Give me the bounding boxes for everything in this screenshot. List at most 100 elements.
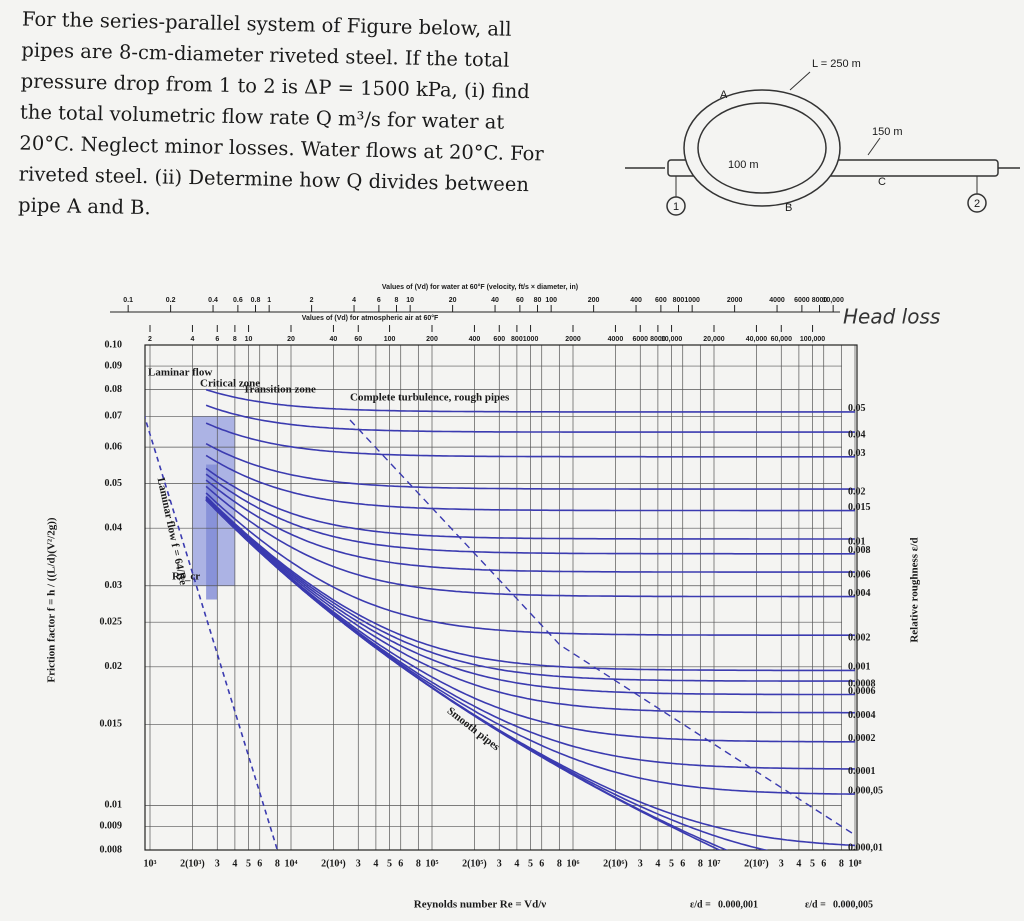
- y-tick-label: 0.03: [105, 580, 123, 591]
- x-tick-label: 2(10⁵): [462, 858, 487, 869]
- roughness-curve: [205, 442, 855, 490]
- water-scale-label: 100: [545, 297, 557, 304]
- roughness-curve: [205, 499, 722, 850]
- roughness-label: 0.000,001: [718, 899, 758, 910]
- water-scale-label: 200: [588, 297, 600, 304]
- diagram-label: 100 m: [728, 159, 759, 171]
- water-scale-label: 0.8: [251, 297, 261, 304]
- diagram-label: 1: [673, 201, 679, 213]
- roughness-label: 0.000,005: [833, 899, 873, 910]
- roughness-label: 0.03: [848, 448, 866, 459]
- x-tick-label: 8: [557, 858, 562, 869]
- x-tick-label: 2(10³): [180, 858, 205, 869]
- y-tick-label: 0.07: [105, 411, 123, 422]
- x-tick-label: 4: [655, 858, 660, 869]
- x-tick-label: 10⁴: [285, 858, 298, 869]
- x-tick-label: 8: [416, 858, 421, 869]
- air-scale-label: 200: [426, 336, 438, 343]
- leader: [789, 71, 811, 91]
- x-axis-label: Reynolds number Re = Vd/ν: [414, 899, 546, 911]
- x-tick-label: 10⁸: [849, 858, 862, 869]
- roughness-symbol: ε/d =: [805, 899, 826, 910]
- water-scale-label: 8: [395, 297, 399, 304]
- x-tick-label: 3: [779, 858, 784, 869]
- x-tick-label: 5: [669, 858, 674, 869]
- water-scale-label: 2: [310, 297, 314, 304]
- x-tick-label: 10⁷: [708, 858, 721, 869]
- water-scale-label: 20: [449, 297, 457, 304]
- x-tick-label: 6: [539, 858, 544, 869]
- x-tick-label: 6: [680, 858, 685, 869]
- roughness-curve: [205, 454, 855, 512]
- roughness-label: 0.01: [848, 536, 866, 547]
- handwritten-note: Head loss: [843, 305, 940, 329]
- water-scale-label: 0.1: [123, 297, 133, 304]
- x-tick-label: 6: [398, 858, 403, 869]
- air-scale-label: 400: [469, 336, 481, 343]
- diagram-label: L = 250 m: [812, 58, 861, 70]
- roughness-label: 0.001: [848, 662, 871, 673]
- air-scale-label: 8: [233, 336, 237, 343]
- water-scale-label: 600: [655, 297, 667, 304]
- x-tick-label: 10³: [144, 858, 157, 869]
- x-tick-label: 3: [638, 858, 643, 869]
- roughness-label: 0.0002: [848, 733, 876, 744]
- diagram-label: 2: [974, 198, 980, 210]
- loop-inner: [697, 102, 827, 194]
- plot-frame: [144, 344, 858, 851]
- air-scale-label: 10: [245, 336, 253, 343]
- zone-label: Critical zone: [200, 378, 260, 390]
- roughness-curve: [205, 498, 855, 743]
- x-tick-label: 10⁶: [567, 858, 580, 869]
- roughness-label: 0.006: [848, 569, 871, 580]
- recr-label: Re_cr: [172, 571, 200, 583]
- air-scale-label: 100,000: [800, 336, 825, 343]
- roughness-curve: [205, 467, 855, 540]
- diagram-label: B: [785, 202, 792, 214]
- water-scale-label: 400: [630, 297, 642, 304]
- water-scale-label: 0.6: [233, 297, 243, 304]
- x-tick-label: 4: [232, 858, 237, 869]
- roughness-curve: [205, 492, 855, 636]
- x-tick-label: 2(10⁶): [603, 858, 628, 869]
- roughness-label: 0.0004: [848, 710, 876, 721]
- water-scale-label: 4000: [769, 297, 785, 304]
- y-tick-label: 0.009: [100, 821, 123, 832]
- roughness-curve: [205, 473, 855, 555]
- water-scale-label: 8000: [812, 297, 828, 304]
- water-scale-label: 60: [516, 297, 524, 304]
- y-tick-label: 0.01: [105, 800, 123, 811]
- x-tick-label: 2(10⁴): [321, 858, 346, 869]
- water-scale-label: 10: [406, 297, 414, 304]
- x-tick-label: 3: [356, 858, 361, 869]
- water-scale-label: 40: [491, 297, 499, 304]
- y-axis-label: Friction factor f = h / ((L/d)(V²/2g)): [46, 517, 58, 682]
- x-tick-label: 8: [698, 858, 703, 869]
- x-tick-label: 4: [373, 858, 378, 869]
- air-scale-label: 40: [330, 336, 338, 343]
- x-tick-label: 5: [810, 858, 815, 869]
- x-tick-label: 8: [275, 858, 280, 869]
- y-tick-label: 0.09: [105, 360, 123, 371]
- air-scale-label: 20,000: [703, 336, 725, 343]
- air-scale-label: 60: [354, 336, 362, 343]
- water-scale-label: 4: [352, 297, 356, 304]
- water-scale-label: 6: [377, 297, 381, 304]
- y-tick-label: 0.10: [105, 339, 123, 350]
- air-scale-label: 1000: [523, 336, 539, 343]
- air-scale-label: 8000: [650, 336, 666, 343]
- water-scale-label: 1000: [684, 297, 700, 304]
- water-scale-label: 6000: [794, 297, 810, 304]
- water-scale-title: Values of (Vd) for water at 60°F (veloci…: [382, 283, 578, 291]
- y-tick-label: 0.04: [105, 523, 123, 534]
- roughness-label: 0.000,05: [848, 785, 883, 796]
- y-tick-label: 0.08: [105, 384, 123, 395]
- air-scale-label: 600: [493, 336, 505, 343]
- leader: [867, 137, 881, 156]
- air-scale-label: 800: [511, 336, 523, 343]
- roughness-curve: [205, 497, 855, 696]
- water-scale-label: 800: [673, 297, 685, 304]
- x-tick-label: 3: [497, 858, 502, 869]
- roughness-label: 0.0001: [848, 766, 876, 777]
